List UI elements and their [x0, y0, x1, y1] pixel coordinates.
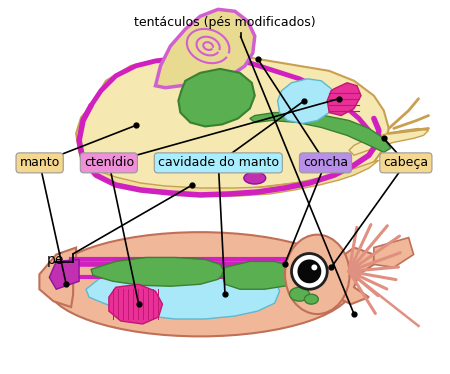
Polygon shape	[349, 128, 428, 155]
Ellipse shape	[304, 294, 318, 304]
Polygon shape	[89, 160, 379, 196]
Polygon shape	[86, 261, 279, 319]
Text: tentáculos (pés modificados): tentáculos (pés modificados)	[134, 16, 316, 30]
Polygon shape	[109, 284, 162, 324]
Polygon shape	[222, 261, 297, 289]
Polygon shape	[76, 56, 389, 193]
Polygon shape	[40, 248, 76, 307]
Text: concha: concha	[303, 156, 348, 169]
Ellipse shape	[244, 172, 266, 184]
Circle shape	[292, 254, 327, 289]
Polygon shape	[374, 237, 414, 267]
Text: cabeça: cabeça	[383, 156, 428, 169]
Polygon shape	[178, 69, 255, 126]
Polygon shape	[250, 113, 391, 152]
Circle shape	[297, 260, 321, 283]
Polygon shape	[91, 257, 225, 286]
Ellipse shape	[46, 232, 354, 336]
Text: cavidade do manto: cavidade do manto	[158, 156, 279, 169]
Text: ctenídio: ctenídio	[84, 156, 134, 169]
Polygon shape	[278, 79, 334, 123]
Ellipse shape	[285, 234, 350, 314]
Polygon shape	[324, 248, 374, 304]
Polygon shape	[156, 9, 255, 88]
Circle shape	[311, 264, 317, 270]
Text: pé: pé	[46, 252, 64, 267]
Ellipse shape	[289, 287, 309, 301]
Text: manto: manto	[19, 156, 60, 169]
Polygon shape	[50, 260, 79, 289]
Polygon shape	[327, 83, 361, 116]
